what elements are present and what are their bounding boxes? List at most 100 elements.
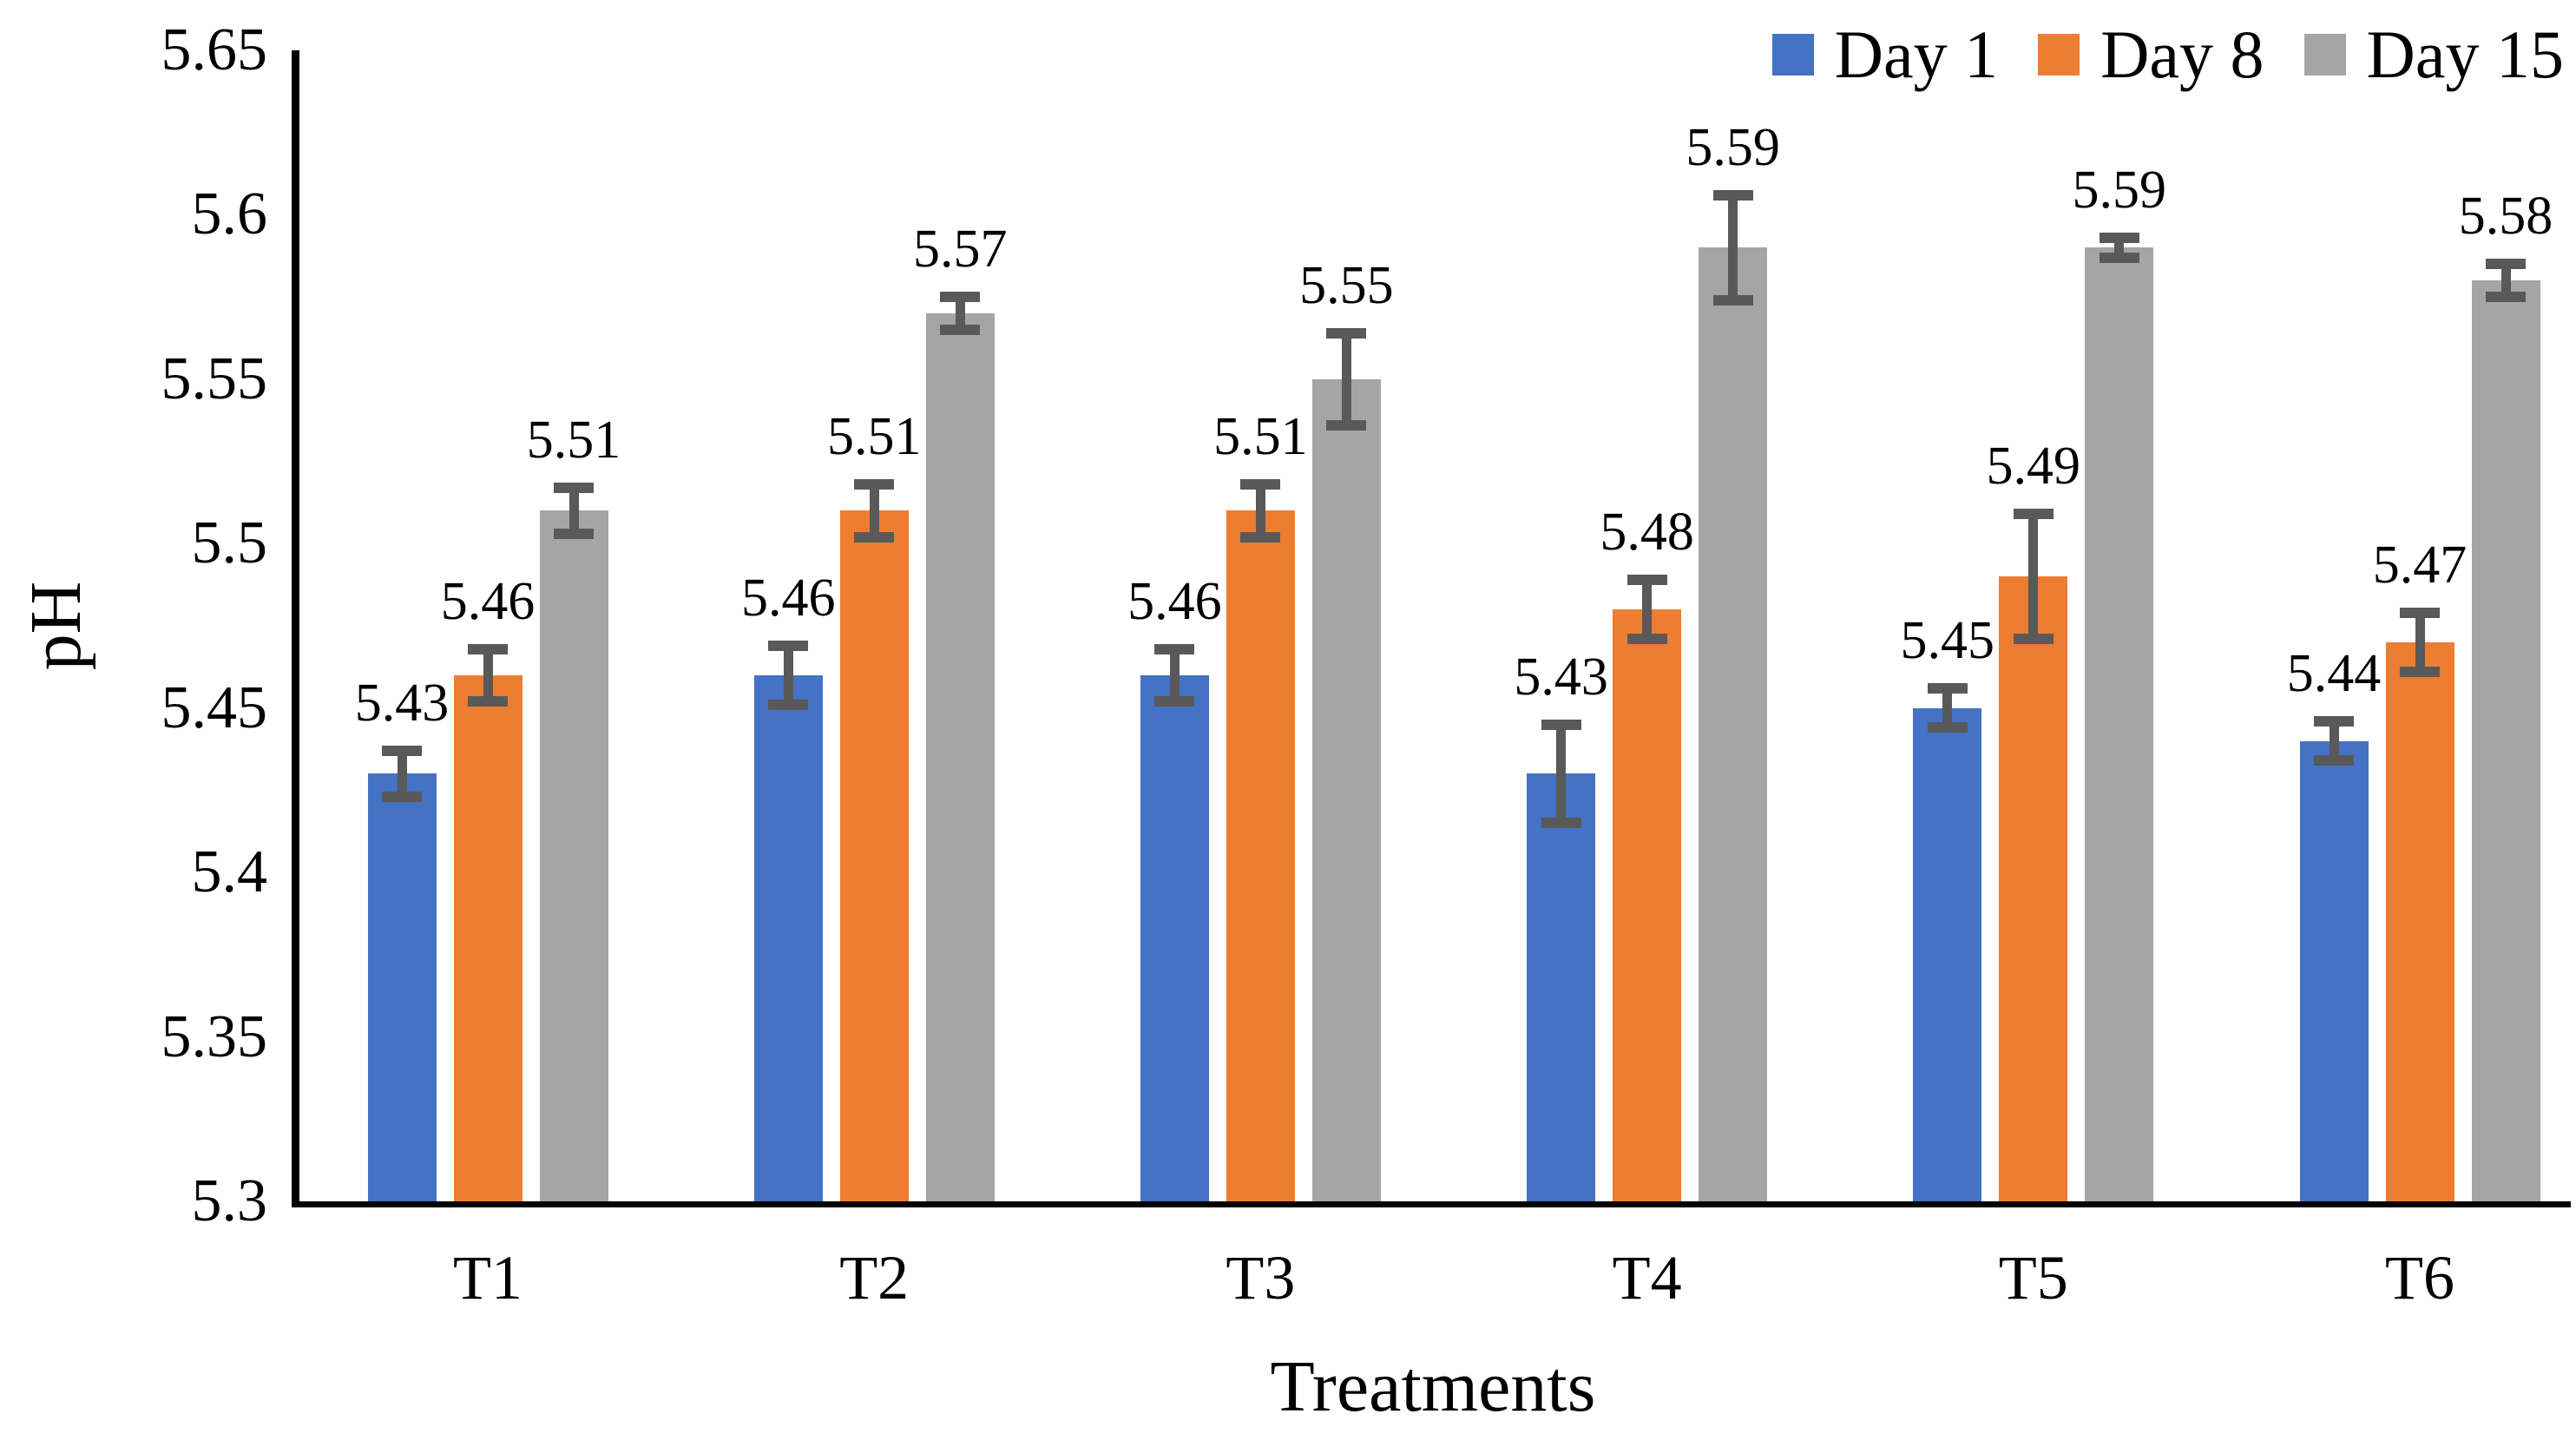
data-label: 5.59 — [2072, 160, 2167, 220]
y-tick-label: 5.65 — [161, 16, 268, 83]
error-bar — [955, 297, 965, 331]
data-label: 5.58 — [2458, 187, 2553, 247]
error-bar — [1556, 724, 1567, 824]
error-bar-cap — [2314, 755, 2354, 766]
error-bar-cap — [382, 792, 422, 802]
error-bar — [1942, 687, 1953, 728]
data-label: 5.43 — [354, 673, 450, 733]
error-bar-cap — [940, 325, 981, 336]
bar-day15-t3 — [1311, 378, 1381, 1201]
legend-label: Day 15 — [2366, 16, 2564, 92]
data-label: 5.48 — [1600, 502, 1694, 562]
error-bar — [783, 645, 793, 705]
error-bar-cap — [768, 640, 809, 651]
error-bar-cap — [1541, 719, 1581, 730]
legend-item-day1: Day 1 — [1771, 16, 1999, 92]
error-bar-cap — [1240, 531, 1281, 543]
error-bar — [2329, 720, 2339, 761]
error-bar-cap — [2013, 509, 2054, 520]
y-tick-label: 5.35 — [161, 1003, 268, 1070]
error-bar — [1255, 484, 1265, 537]
y-tick-label: 5.45 — [161, 674, 268, 741]
error-bar-cap — [940, 292, 981, 303]
error-bar-cap — [1240, 479, 1281, 490]
error-bar — [1169, 648, 1180, 702]
legend-swatch-icon — [1771, 34, 1814, 76]
bar-day15-t6 — [2471, 280, 2540, 1201]
legend-label: Day 8 — [2100, 16, 2264, 92]
bar-day8-t1 — [453, 674, 522, 1201]
error-bar-cap — [1154, 696, 1195, 707]
error-bar-cap — [1326, 327, 1367, 339]
legend-item-day8: Day 8 — [2038, 21, 2264, 89]
data-label: 5.43 — [1514, 647, 1608, 707]
error-bar — [483, 648, 493, 702]
bar-day15-t5 — [2085, 247, 2154, 1201]
error-bar-cap — [2314, 715, 2354, 727]
data-label: 5.46 — [440, 571, 536, 631]
bar-day1-t1 — [367, 773, 437, 1201]
x-axis-title: Treatments — [1270, 1346, 1596, 1427]
bar-day1-t3 — [1140, 674, 1209, 1201]
data-label: 5.51 — [826, 407, 922, 467]
error-bar — [568, 487, 579, 534]
bar-day15-t1 — [539, 510, 608, 1201]
data-label: 5.47 — [2372, 535, 2468, 595]
error-bar-cap — [1927, 682, 1968, 694]
error-bar-cap — [2013, 634, 2054, 645]
bar-day15-t2 — [925, 313, 995, 1201]
bar-day8-t6 — [2385, 641, 2454, 1201]
error-bar-cap — [1626, 634, 1667, 645]
error-bar-cap — [1326, 419, 1367, 431]
bar-day8-t5 — [1999, 576, 2068, 1201]
y-tick-label: 5.5 — [191, 510, 268, 577]
error-bar-cap — [1626, 574, 1667, 585]
error-bar-cap — [554, 482, 594, 493]
x-axis-line — [292, 1201, 2571, 1207]
error-bar-cap — [768, 699, 809, 710]
error-bar-cap — [2099, 252, 2139, 263]
y-tick-label: 5.6 — [191, 181, 268, 248]
y-tick-label: 5.4 — [191, 839, 268, 906]
bar-day8-t4 — [1613, 609, 1682, 1201]
y-tick-label: 5.3 — [191, 1167, 268, 1234]
legend-label: Day 1 — [1834, 16, 1999, 92]
data-label: 5.57 — [912, 220, 1008, 280]
error-bar — [1642, 579, 1653, 640]
y-axis-line — [292, 50, 299, 1207]
error-bar-cap — [1927, 722, 1968, 733]
error-bar — [1341, 332, 1351, 425]
x-tick-label-t4: T4 — [1612, 1243, 1682, 1312]
x-tick-label-t5: T5 — [1998, 1243, 2068, 1312]
error-bar-cap — [2400, 607, 2440, 618]
error-bar-cap — [382, 745, 422, 756]
error-bar-cap — [2486, 292, 2526, 303]
data-label: 5.49 — [1986, 437, 2081, 497]
data-label: 5.55 — [1299, 255, 1394, 315]
data-label: 5.46 — [740, 568, 836, 628]
error-bar — [2114, 237, 2125, 258]
error-bar-cap — [854, 531, 895, 543]
bar-day1-t5 — [1913, 707, 1982, 1201]
legend: Day 1 Day 8 Day 15 — [1771, 16, 2564, 92]
error-bar — [397, 750, 407, 797]
error-bar-cap — [468, 643, 508, 654]
bar-day15-t4 — [1699, 247, 1768, 1201]
error-bar-cap — [468, 696, 508, 707]
error-bar-cap — [2486, 259, 2526, 270]
error-bar-cap — [1712, 294, 1753, 306]
error-bar-cap — [1154, 643, 1195, 654]
legend-item-day15: Day 15 — [2303, 16, 2564, 92]
legend-swatch-icon — [2038, 34, 2080, 76]
x-tick-label-t1: T1 — [453, 1243, 522, 1312]
data-label: 5.46 — [1127, 571, 1222, 631]
bar-day1-t4 — [1527, 773, 1596, 1201]
x-tick-label-t2: T2 — [839, 1243, 910, 1312]
error-bar — [869, 484, 879, 537]
error-bar-cap — [854, 479, 895, 490]
data-label: 5.59 — [1686, 117, 1780, 177]
bar-day8-t2 — [839, 510, 909, 1201]
error-bar-cap — [2099, 232, 2139, 243]
error-bar — [2028, 514, 2039, 640]
